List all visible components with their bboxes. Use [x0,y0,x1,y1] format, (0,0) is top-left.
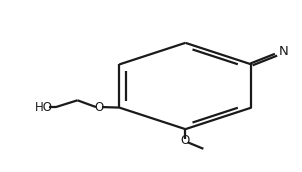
Text: O: O [94,101,104,114]
Text: HO: HO [35,101,53,114]
Text: O: O [181,134,190,147]
Text: N: N [279,45,289,58]
